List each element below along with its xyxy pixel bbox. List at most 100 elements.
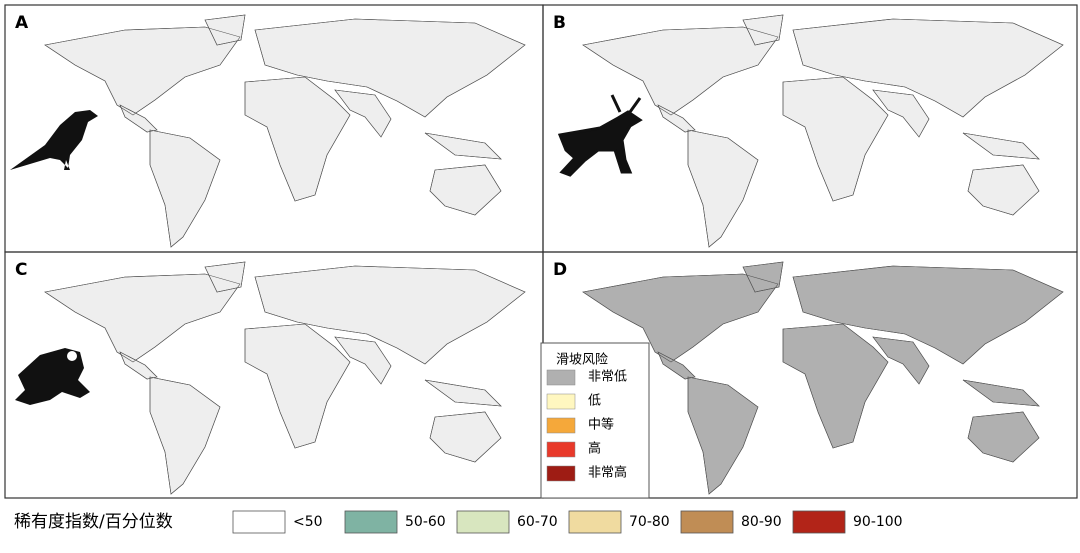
landslide-spot <box>639 269 643 273</box>
landslide-spot <box>901 471 909 480</box>
landslide-spot <box>679 433 683 438</box>
landslide-spot <box>562 294 569 301</box>
landslide-spot <box>768 386 774 391</box>
landslide-spot <box>785 300 793 308</box>
landslide-spot <box>720 376 727 383</box>
landslide-spot <box>687 476 692 480</box>
landslide-spot <box>913 434 920 441</box>
continents <box>44 261 526 495</box>
landslide-spot <box>785 404 795 414</box>
landslide-spot <box>770 339 776 345</box>
landslide-spot <box>555 305 558 308</box>
landslide-spot <box>954 417 963 426</box>
landslide-spot <box>791 295 797 301</box>
landslide-spot <box>880 351 885 355</box>
landslide-spot <box>891 262 896 266</box>
landslide-spot <box>749 323 758 331</box>
landslide-spot <box>671 441 678 448</box>
landslide-spot <box>1048 420 1055 426</box>
panel-label: B <box>553 13 566 33</box>
landslide-spot <box>753 339 760 346</box>
landslide-spot <box>767 384 772 389</box>
landslide-spot <box>828 452 836 460</box>
landslide-spot <box>813 434 819 440</box>
landslide-spot <box>949 411 956 418</box>
landslide-spot <box>750 315 760 324</box>
landslide-spot <box>691 444 699 451</box>
landslide-spot <box>558 316 563 321</box>
continents <box>582 261 1064 495</box>
landslide-spot <box>903 425 910 431</box>
landslide-spot <box>704 490 708 494</box>
landslide-spot <box>560 337 566 343</box>
landslide-spot <box>756 324 763 331</box>
landslide-spot <box>1041 463 1051 472</box>
landslide-spot <box>797 446 806 455</box>
legend-label: <50 <box>293 514 323 530</box>
landslide-spot <box>917 450 923 455</box>
landslide-spot <box>769 364 773 368</box>
landslide-spot <box>778 452 785 458</box>
landslide-spot <box>790 473 794 478</box>
landslide-spot <box>557 339 560 342</box>
landslide-spot <box>622 326 630 334</box>
landslide-spot <box>995 375 1002 381</box>
landslide-spot <box>912 439 918 445</box>
landslide-spot <box>788 481 795 488</box>
landslide-spot <box>798 410 803 415</box>
landslide-spot <box>1009 475 1019 485</box>
landslide-spot <box>1062 430 1063 438</box>
landslide-spot <box>913 447 919 453</box>
landslide-spot <box>867 470 874 478</box>
landslide-spot <box>1012 338 1018 344</box>
landslide-spot <box>930 371 938 379</box>
landslide-spot <box>692 480 697 485</box>
landslide-spot <box>1029 407 1039 417</box>
landslide-spot <box>721 264 729 273</box>
landslide-spot <box>584 272 591 279</box>
rarity-legend: 稀有度指数/百分位数 <50 50-60 60-70 70-80 80-90 90-100 <box>14 510 903 534</box>
landslide-spot <box>942 424 950 433</box>
landslide-spot <box>1050 399 1056 405</box>
landslide-spot <box>792 317 798 323</box>
landslide-spot <box>1043 328 1051 336</box>
landslide-spot <box>888 403 893 408</box>
landslide-spot <box>1003 352 1012 360</box>
legend-swatch <box>546 393 576 410</box>
landslide-spot <box>1056 279 1061 283</box>
landslide-spot <box>897 262 905 267</box>
landslide-spot <box>1067 266 1073 272</box>
landslide-spot <box>758 322 762 326</box>
landslide-spot <box>896 262 902 266</box>
landslide-spot <box>653 473 662 482</box>
landslide-spot <box>640 269 650 278</box>
landslide-spot <box>986 478 993 485</box>
landslide-spot <box>977 466 984 473</box>
landslide-spot <box>774 421 778 425</box>
landslide-spot <box>586 309 594 317</box>
landslide-spot <box>773 412 783 421</box>
legend-label: 低 <box>588 394 601 409</box>
legend-label: 60-70 <box>517 514 558 530</box>
landslide-spot <box>601 308 606 313</box>
landslide-spot <box>1065 357 1071 363</box>
landslide-spot <box>758 381 767 390</box>
landslide-spot <box>1056 335 1061 340</box>
landslide-spot <box>875 487 882 493</box>
landslide-spot <box>583 317 586 325</box>
landslide-spot <box>745 469 754 479</box>
landslide-spot <box>736 478 744 486</box>
landslide-spot <box>674 407 684 417</box>
landslide-spot <box>808 413 815 420</box>
landslide-spot <box>838 264 844 271</box>
landslide-spot <box>893 373 901 381</box>
landslide-spot <box>1058 301 1062 305</box>
landslide-spot <box>1051 363 1056 368</box>
legend-swatch <box>792 510 846 534</box>
landslide-spot <box>831 264 839 271</box>
landslide-spot <box>1059 364 1063 373</box>
landslide-spot <box>729 349 735 355</box>
landslide-spot <box>560 303 564 307</box>
